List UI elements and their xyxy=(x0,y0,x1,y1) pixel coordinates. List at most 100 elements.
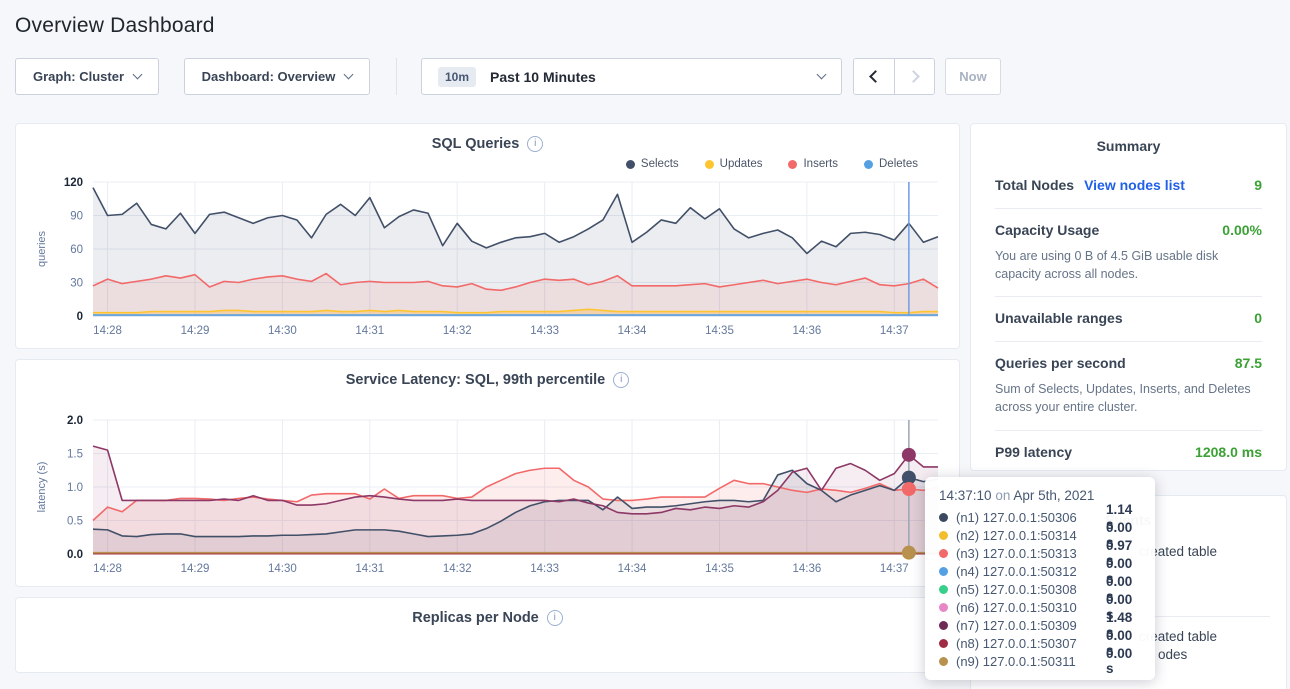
legend-item-updates[interactable]: Updates xyxy=(704,158,763,170)
summary-label: P99 latency xyxy=(995,443,1073,460)
node-color-dot xyxy=(939,584,948,594)
svg-text:1.0: 1.0 xyxy=(67,482,83,494)
tooltip-row: (n1) 127.0.0.1:50306 1.14 s xyxy=(939,502,1141,532)
toolbar: Graph: Cluster Dashboard: Overview 10m P… xyxy=(15,58,1290,95)
tooltip-row: (n7) 127.0.0.1:50309 1.48 s xyxy=(939,610,1141,640)
svg-text:14:36: 14:36 xyxy=(792,325,821,337)
info-icon[interactable] xyxy=(546,610,563,626)
summary-row-unavailable-ranges: Unavailable ranges 0 xyxy=(995,296,1262,341)
node-color-dot xyxy=(939,656,948,666)
charts-column: SQL Queries Selects Updates Inserts xyxy=(15,123,960,683)
tooltip-row: (n5) 127.0.0.1:50308 0.00 s xyxy=(939,574,1141,604)
summary-row-p99: P99 latency 1208.0 ms xyxy=(995,429,1262,471)
node-color-dot xyxy=(939,620,948,630)
svg-text:14:31: 14:31 xyxy=(355,325,384,337)
svg-text:14:35: 14:35 xyxy=(705,325,734,337)
legend-label: Updates xyxy=(719,158,763,170)
tooltip-row: (n6) 127.0.0.1:50310 0.00 s xyxy=(939,592,1141,622)
time-nav-group xyxy=(853,58,935,95)
event-item[interactable]: created table xyxy=(1139,544,1218,559)
svg-text:14:37: 14:37 xyxy=(880,563,909,575)
time-range-dropdown[interactable]: 10m Past 10 Minutes xyxy=(421,58,842,95)
svg-text:14:32: 14:32 xyxy=(443,325,472,337)
svg-text:14:33: 14:33 xyxy=(530,325,559,337)
replicas-per-node-card: Replicas per Node xyxy=(15,597,960,673)
page-title: Overview Dashboard xyxy=(15,14,215,37)
next-time-button[interactable] xyxy=(894,59,934,94)
tooltip-on: on xyxy=(995,488,1011,503)
summary-panel: Summary Total Nodes View nodes list 9 Cap… xyxy=(970,123,1287,471)
event-item[interactable]: created table xyxy=(1139,629,1218,644)
tooltip-node: (n6) 127.0.0.1:50310 xyxy=(956,599,1077,615)
summary-label: Queries per second xyxy=(995,355,1126,372)
summary-row-total-nodes: Total Nodes View nodes list 9 xyxy=(995,164,1262,208)
tooltip-node: (n3) 127.0.0.1:50313 xyxy=(956,545,1077,561)
summary-label: Unavailable ranges xyxy=(995,310,1123,327)
service-latency-card: Service Latency: SQL, 99th percentile 0.… xyxy=(15,359,960,587)
legend-dot xyxy=(625,159,635,169)
tooltip-value: 1.48 s xyxy=(1106,610,1133,640)
graph-scope-dropdown[interactable]: Graph: Cluster xyxy=(15,58,159,95)
tooltip-value: 0.97 s xyxy=(1106,538,1133,568)
tooltip-value: 0.00 s xyxy=(1106,628,1133,658)
chart-title-row: SQL Queries xyxy=(31,136,944,152)
info-icon[interactable] xyxy=(527,136,544,152)
event-item-line2[interactable]: odes xyxy=(1158,647,1188,662)
svg-text:0.0: 0.0 xyxy=(67,549,83,561)
svg-text:0: 0 xyxy=(77,311,83,323)
svg-text:14:33: 14:33 xyxy=(530,563,559,575)
chart-title-row: Replicas per Node xyxy=(31,610,944,626)
node-color-dot xyxy=(939,638,948,648)
svg-text:14:35: 14:35 xyxy=(705,563,734,575)
chart-title: Service Latency: SQL, 99th percentile xyxy=(345,372,606,388)
tooltip-node: (n2) 127.0.0.1:50314 xyxy=(956,527,1077,543)
tooltip-timestamp: 14:37:10 on Apr 5th, 2021 xyxy=(939,488,1141,503)
summary-value: 87.5 xyxy=(1234,355,1262,372)
legend-dot xyxy=(788,159,798,169)
summary-row-capacity: Capacity Usage 0.00% You are using 0 B o… xyxy=(995,208,1262,296)
summary-label: Total Nodes xyxy=(995,177,1075,193)
tooltip-value: 0.00 s xyxy=(1106,556,1133,586)
service-latency-chart[interactable]: 0.0 0.5 1.0 1.5 2.0 14:28 14:29 14:30 14:31 14:32… xyxy=(31,410,946,580)
summary-value: 0 xyxy=(1254,310,1262,327)
legend-item-deletes[interactable]: Deletes xyxy=(864,158,918,170)
legend-item-inserts[interactable]: Inserts xyxy=(788,158,838,170)
legend-label: Inserts xyxy=(803,158,838,170)
svg-text:30: 30 xyxy=(70,278,83,290)
tooltip-value: 0.00 s xyxy=(1106,646,1133,676)
sql-queries-chart[interactable]: 0 30 60 90 120 14:28 14:29 14:30 14:31 14:32 14:33… xyxy=(31,172,946,342)
sql-queries-card: SQL Queries Selects Updates Inserts xyxy=(15,123,960,349)
now-button[interactable]: Now xyxy=(945,58,1001,95)
tooltip-row: (n9) 127.0.0.1:50311 0.00 s xyxy=(939,646,1141,676)
info-icon[interactable] xyxy=(613,372,630,388)
svg-text:14:36: 14:36 xyxy=(792,563,821,575)
previous-time-button[interactable] xyxy=(854,59,894,94)
tooltip-row: (n3) 127.0.0.1:50313 0.97 s xyxy=(939,538,1141,568)
chevron-left-icon xyxy=(869,70,882,83)
svg-text:queries: queries xyxy=(36,230,48,267)
dashboard-dropdown[interactable]: Dashboard: Overview xyxy=(184,58,370,95)
tooltip-value: 0.00 s xyxy=(1106,520,1133,550)
tooltip-node: (n1) 127.0.0.1:50306 xyxy=(956,509,1077,525)
chevron-right-icon xyxy=(906,70,920,83)
summary-row-qps: Queries per second 87.5 Sum of Selects, … xyxy=(995,341,1262,429)
chart-title: SQL Queries xyxy=(431,136,520,152)
graph-scope-label: Graph: Cluster xyxy=(32,69,124,84)
tooltip-row: (n8) 127.0.0.1:50307 0.00 s xyxy=(939,628,1141,658)
svg-text:90: 90 xyxy=(70,211,83,223)
summary-label: Capacity Usage xyxy=(995,222,1100,238)
node-color-dot xyxy=(939,530,948,540)
view-nodes-list-link[interactable]: View nodes list xyxy=(1084,177,1185,193)
legend-dot xyxy=(864,159,873,169)
svg-text:14:30: 14:30 xyxy=(268,563,297,575)
chart-title: Replicas per Node xyxy=(412,610,539,626)
summary-value: 1208.0 ms xyxy=(1195,443,1262,460)
svg-text:120: 120 xyxy=(64,177,83,189)
svg-text:60: 60 xyxy=(70,244,83,256)
chevron-down-icon xyxy=(132,69,143,80)
chart-title-row: Service Latency: SQL, 99th percentile xyxy=(31,372,944,388)
summary-description: Sum of Selects, Updates, Inserts, and De… xyxy=(995,382,1251,415)
legend-label: Selects xyxy=(640,158,679,170)
legend-item-selects[interactable]: Selects xyxy=(625,158,679,170)
